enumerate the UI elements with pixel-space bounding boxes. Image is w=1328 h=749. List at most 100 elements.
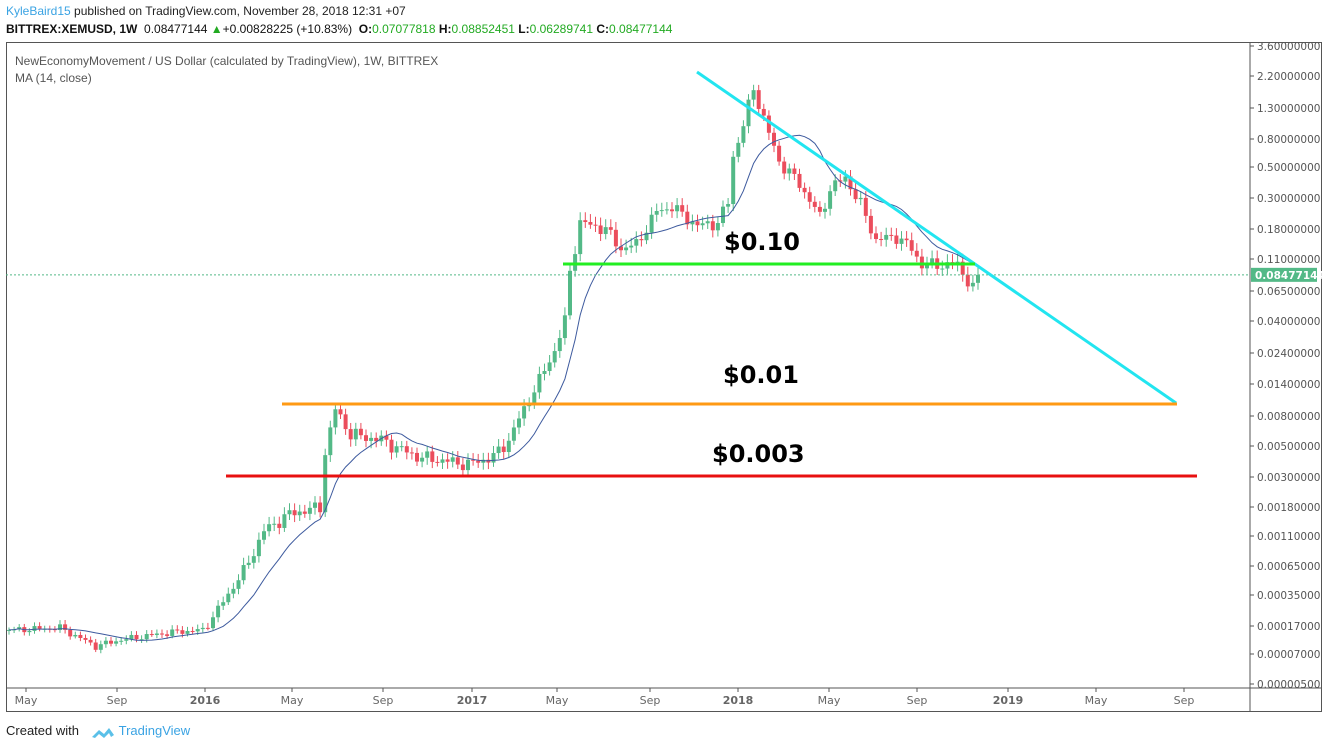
candle-down	[134, 634, 139, 640]
candle-up	[282, 514, 287, 528]
publish-text: published on TradingView.com, November 2…	[70, 4, 406, 18]
chart-frame[interactable]	[6, 42, 1322, 712]
candle-up	[103, 640, 108, 645]
candle-down	[812, 201, 817, 207]
candle-down	[853, 189, 858, 200]
candle-up	[216, 605, 221, 618]
candle-up	[73, 634, 78, 637]
candle-down	[409, 452, 414, 454]
candle-down	[384, 435, 389, 440]
candle-up	[644, 232, 649, 241]
annotation-label: $0.10	[724, 228, 800, 256]
y-tick-label: 0.00017000	[1257, 621, 1320, 633]
y-tick-label: 0.00007000	[1257, 649, 1320, 661]
candle-up	[124, 639, 129, 641]
candle-up	[481, 459, 486, 463]
candle-down	[807, 192, 812, 202]
candle-down	[782, 161, 787, 174]
candle-up	[726, 204, 731, 207]
candle-down	[83, 637, 88, 640]
candle-down	[430, 451, 435, 462]
candle-down	[904, 238, 909, 241]
candle-up	[466, 459, 470, 471]
candle-up	[272, 523, 277, 525]
y-tick-label: 0.04000000	[1257, 316, 1320, 328]
candle-up	[925, 264, 929, 269]
candle-down	[894, 235, 899, 244]
candle-up	[129, 634, 134, 640]
candle-down	[772, 132, 776, 146]
candle-up	[573, 254, 578, 271]
candle-down	[63, 624, 68, 630]
x-tick-label: 2017	[457, 694, 488, 707]
candle-down	[93, 642, 98, 650]
candle-up	[976, 274, 980, 283]
candle-up	[537, 373, 542, 393]
ma-legend: MA (14, close)	[15, 71, 92, 85]
candle-up	[420, 457, 425, 462]
high-label: H:	[438, 22, 452, 36]
y-tick-label: 0.50000000	[1257, 162, 1320, 174]
candle-down	[619, 246, 623, 251]
candle-up	[307, 507, 312, 514]
author-link[interactable]: KyleBaird15	[6, 4, 71, 18]
candle-up	[506, 440, 511, 453]
candle-up	[741, 126, 746, 143]
candle-down	[318, 502, 323, 513]
candle-up	[705, 221, 710, 224]
candle-down	[670, 209, 674, 212]
tradingview-link[interactable]: TradingView	[118, 723, 191, 738]
candle-up	[715, 223, 720, 231]
candle-down	[817, 206, 822, 212]
candle-up	[547, 362, 552, 371]
high-value: 0.08852451	[451, 22, 515, 36]
candle-down	[343, 414, 348, 430]
footer: Created with TradingView	[6, 723, 190, 739]
candle-up	[603, 227, 608, 235]
candle-down	[404, 446, 409, 453]
candle-up	[736, 142, 741, 157]
y-tick-label: 0.01400000	[1257, 379, 1320, 391]
candle-down	[471, 459, 476, 461]
candle-up	[787, 168, 792, 174]
y-tick-label: 0.00065000	[1257, 561, 1320, 573]
candle-up	[823, 208, 827, 212]
candle-down	[180, 630, 185, 634]
candle-down	[78, 634, 83, 638]
candle-down	[435, 461, 440, 463]
candle-down	[160, 633, 164, 635]
candle-up	[144, 634, 149, 640]
x-tick-label: May	[15, 694, 38, 707]
candle-up	[940, 268, 945, 270]
candle-down	[797, 173, 802, 188]
candle-up	[323, 455, 328, 513]
candle-up	[353, 428, 358, 440]
y-tick-label: 0.00500000	[1257, 441, 1320, 453]
candle-down	[292, 510, 297, 516]
candle-up	[624, 247, 629, 251]
candle-up	[496, 446, 501, 454]
candle-down	[802, 187, 807, 193]
candle-down	[879, 239, 884, 241]
x-tick-label: Sep	[1174, 694, 1195, 707]
candle-down	[149, 634, 154, 636]
annotation-label: $0.003	[712, 440, 805, 468]
candle-up	[58, 624, 62, 630]
candle-up	[236, 580, 241, 589]
candle-down	[965, 274, 970, 287]
candle-up	[450, 457, 455, 462]
candle-down	[277, 523, 282, 528]
series-title: NewEconomyMovement / US Dollar (calculat…	[15, 54, 439, 68]
y-tick-label: 0.80000000	[1257, 134, 1320, 146]
candle-up	[629, 245, 634, 248]
x-tick-label: Sep	[640, 694, 661, 707]
candle-up	[394, 446, 399, 453]
last-price: 0.08477144	[144, 22, 208, 36]
candle-up	[491, 453, 496, 463]
candle-up	[139, 639, 144, 641]
candle-down	[608, 227, 613, 230]
candle-up	[557, 338, 562, 352]
last-price-label: 0.08477144	[1255, 270, 1325, 282]
open-value: 0.07077818	[372, 22, 436, 36]
